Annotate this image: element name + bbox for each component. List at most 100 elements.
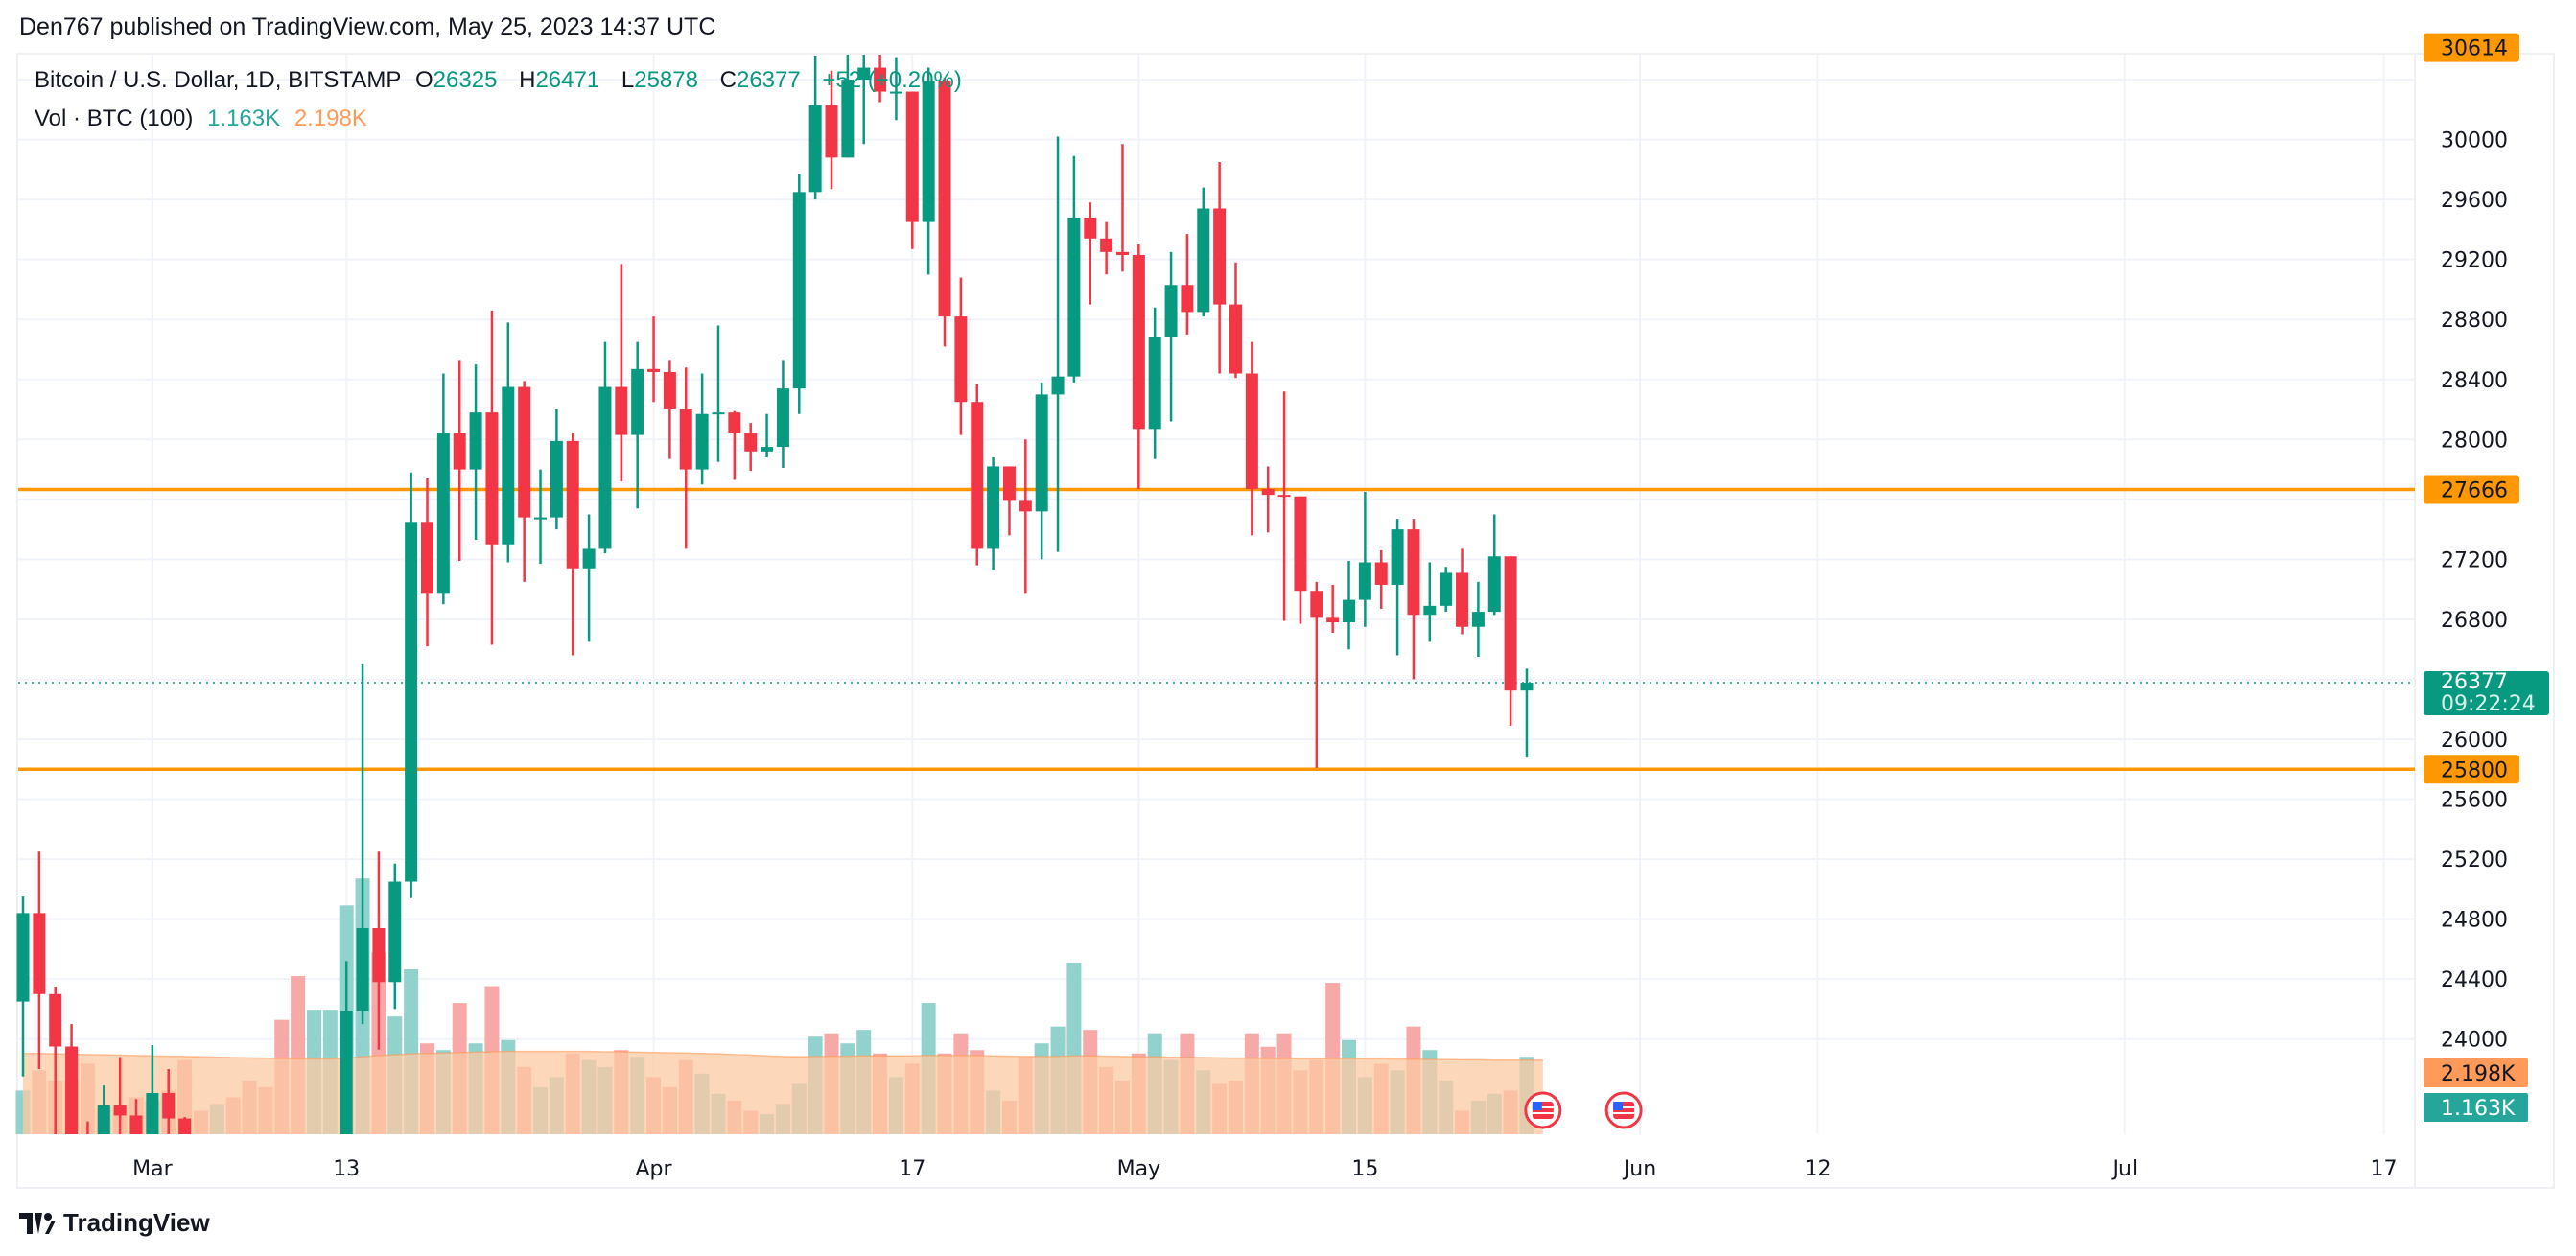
time-tick-label: Jun [1622, 1157, 1656, 1181]
candle-down [1002, 466, 1016, 501]
candle-up [97, 1105, 110, 1134]
tradingview-logo[interactable]: TradingView [19, 1208, 210, 1238]
candle-up [792, 192, 806, 389]
price-tick-label: 25600 [2441, 789, 2508, 813]
candle-up [922, 81, 935, 222]
high-label: H [519, 67, 536, 93]
candle-up [1358, 562, 1371, 600]
candle-down [1181, 285, 1194, 313]
volume-title[interactable]: Vol · BTC (100) [35, 105, 194, 131]
candle-up [1520, 683, 1534, 691]
candle-up [712, 412, 725, 415]
horizontal-levels [18, 487, 2415, 772]
last-price-label-bg [2424, 671, 2549, 716]
high-value: 26471 [535, 67, 600, 93]
chart-legend: Bitcoin / U.S. Dollar, 1D, BITSTAMP O263… [35, 61, 970, 138]
price-tick-label: 24400 [2441, 968, 2508, 992]
candle-down [1019, 500, 1032, 512]
candle-up [534, 517, 548, 520]
candle-up [1197, 208, 1210, 313]
candle-up [808, 105, 822, 193]
candle-up [695, 413, 709, 470]
volume-legend-row: Vol · BTC (100) 1.163K 2.198K [35, 100, 970, 138]
low-value: 25878 [634, 67, 698, 93]
candle-up [340, 1010, 353, 1134]
time-tick-label: Jul [2111, 1157, 2139, 1181]
close-label: C [719, 67, 737, 93]
candle-up [356, 928, 369, 1011]
event-icons [1524, 1091, 1643, 1129]
last-price-label: 26377 [2441, 670, 2508, 694]
time-tick-label: 17 [899, 1157, 925, 1181]
level-price-label: 27666 [2441, 479, 2508, 503]
price-tick-label: 26800 [2441, 609, 2508, 633]
candle-up [1051, 376, 1065, 395]
candle-down [1229, 304, 1242, 374]
candle-down [905, 91, 919, 222]
candle-down [615, 386, 628, 435]
candle-down [1115, 251, 1129, 255]
open-label: O [415, 67, 433, 93]
candle-down [113, 1105, 127, 1116]
price-tick-label: 28400 [2441, 369, 2508, 393]
candle-up [1391, 529, 1404, 585]
candle-up [405, 522, 418, 882]
candle-down [566, 440, 579, 569]
candle-down [1456, 572, 1469, 627]
price-tick-label: 26000 [2441, 729, 2508, 753]
time-tick-label: Apr [636, 1157, 673, 1181]
candle-down [453, 433, 466, 470]
candle-down [518, 386, 531, 518]
us-flag-icon-canton [1532, 1102, 1542, 1110]
time-tick-label: 12 [1804, 1157, 1831, 1181]
candle-down [1245, 373, 1258, 489]
candle-down [647, 368, 661, 372]
volume-ma-value: 2.198K [293, 105, 367, 131]
candles [16, 55, 1534, 1134]
time-tick-label: 15 [1351, 1157, 1378, 1181]
candle-down [65, 1046, 79, 1134]
price-tick-label: 24800 [2441, 909, 2508, 933]
volume-label-bg [2424, 1093, 2528, 1122]
candle-up [1487, 556, 1501, 613]
volume-label-bg [2424, 1058, 2528, 1087]
countdown-label: 09:22:24 [2441, 692, 2536, 716]
time-tick-label: May [1117, 1157, 1160, 1181]
candle-up [1035, 394, 1048, 512]
candle-up [146, 1092, 159, 1134]
candle-up [436, 433, 450, 594]
level-price-label-bg [2424, 755, 2519, 784]
open-value: 26325 [433, 67, 498, 93]
candle-up [1440, 572, 1453, 606]
candle-down [938, 81, 951, 317]
candle-down [49, 993, 62, 1047]
us-flag-icon-canton [1613, 1102, 1624, 1110]
time-tick-label: 17 [2371, 1157, 2398, 1181]
time-tick-label: 13 [333, 1157, 360, 1181]
candle-up [550, 440, 563, 518]
candle-up [1148, 337, 1161, 430]
branding-label: TradingView [63, 1208, 210, 1237]
chart-frame [16, 53, 2555, 1189]
candle-down [1407, 529, 1420, 616]
candle-up [1343, 599, 1356, 623]
volume-axis-label: 1.163K [2441, 1097, 2516, 1121]
candle-up [631, 368, 644, 435]
candle-down [1310, 591, 1323, 618]
candle-up [857, 67, 871, 81]
candle-up [582, 548, 596, 569]
price-tick-label: 28000 [2441, 429, 2508, 453]
candle-down [129, 1115, 143, 1134]
candle-down [178, 1118, 192, 1134]
candle-up [598, 386, 612, 549]
candle-down [663, 371, 676, 410]
candle-up [502, 386, 515, 545]
candle-down [679, 409, 692, 470]
symbol-title[interactable]: Bitcoin / U.S. Dollar, 1D, BITSTAMP [35, 67, 402, 93]
volume-value: 1.163K [207, 105, 281, 131]
candle-up [16, 913, 30, 1002]
candle-up [388, 881, 402, 983]
candle-down [728, 412, 741, 434]
price-tick-label: 29200 [2441, 249, 2508, 273]
